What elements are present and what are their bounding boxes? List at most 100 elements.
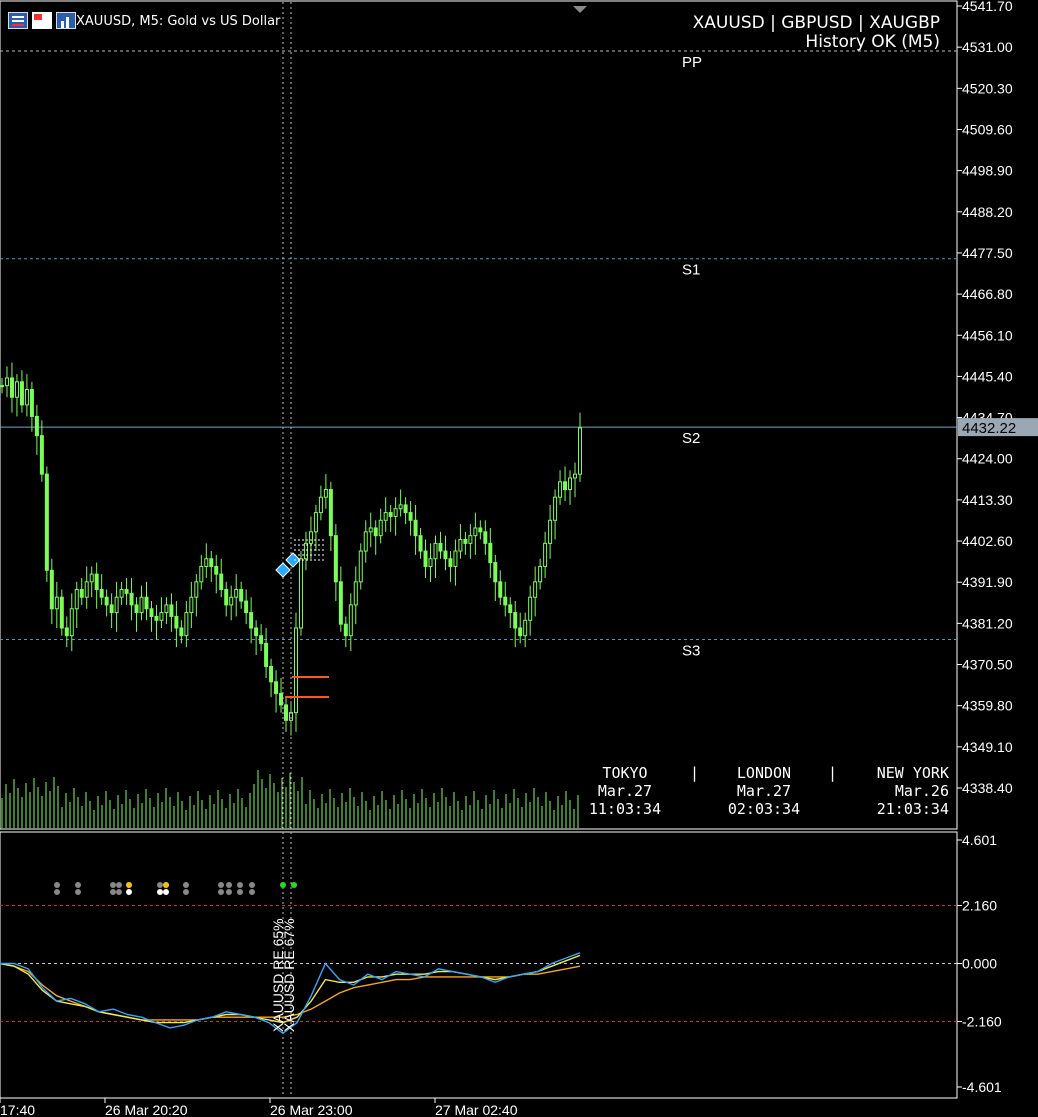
candle-body (189, 596, 194, 614)
candle-body (323, 489, 328, 498)
candle-body (393, 508, 398, 517)
signal-dot (75, 882, 81, 888)
price-tick-label: 4541.70 (962, 0, 1013, 14)
indicator-tick-label: 4.601 (962, 832, 997, 848)
time-tick-label: 26 Mar 23:00 (270, 1102, 353, 1117)
candle-body (4, 377, 9, 387)
time-tick-label: 26 Mar 20:20 (105, 1102, 188, 1117)
candle-body (543, 542, 548, 567)
candle-body (214, 565, 219, 575)
candle-body (403, 504, 408, 514)
candle-body (428, 558, 433, 567)
candle-body (498, 581, 503, 598)
signal-dot (116, 882, 122, 888)
candle-body (139, 596, 144, 614)
candle-body (563, 481, 568, 491)
candle-body (94, 573, 99, 591)
price-tick-label: 4413.30 (962, 492, 1013, 508)
main-pane-frame (0, 0, 958, 830)
indicator-pane-frame (0, 831, 958, 1099)
indicator-lines (0, 952, 581, 1035)
session-separator: | (690, 764, 700, 782)
candle-body (149, 608, 154, 617)
candle-body (408, 512, 413, 521)
session-time: 21:03:34 (876, 800, 949, 818)
session-name: NEW YORK (876, 764, 949, 782)
market-list-icon[interactable] (8, 12, 28, 29)
session-tokyo: TOKYO Mar.27 11:03:34 (580, 764, 670, 818)
price-tick-label: 4338.40 (962, 780, 1013, 796)
candle-body (104, 596, 109, 606)
signal-dots (54, 882, 297, 895)
indicator-tick-label: -2.160 (962, 1013, 1002, 1029)
pivot-lines: PP S1 S2 S3 (0, 50, 957, 660)
candle-body (328, 489, 333, 537)
candle-body (174, 615, 179, 629)
pivot-label: S3 (682, 643, 700, 660)
candle-body (39, 435, 44, 475)
candle-body (119, 589, 124, 598)
price-tick-label: 4349.10 (962, 739, 1013, 755)
signal-dot (249, 889, 255, 895)
chart-flag-icon[interactable] (32, 12, 52, 29)
candle-body (269, 665, 274, 683)
candle-body (54, 596, 59, 610)
current-price-box (958, 418, 1038, 437)
candle-body (239, 589, 244, 602)
candle-body (204, 558, 209, 567)
candle-body (14, 381, 19, 398)
candle-body (458, 539, 463, 552)
candle-body (503, 596, 508, 606)
candle-body (279, 692, 284, 706)
current-price-text: 4432.22 (962, 420, 1016, 437)
candle-body (468, 535, 473, 544)
candles (0, 362, 582, 736)
session-date: Mar.27 (736, 782, 792, 800)
session-date: Mar.26 (894, 782, 949, 800)
order-markers[interactable] (275, 539, 329, 698)
signal-dot (249, 882, 255, 888)
session-london: LONDON Mar.27 02:03:34 (716, 764, 812, 818)
indicator-labels: XAUUSD RE 65%XAUUSD RE 67% (270, 918, 297, 1032)
signal-dot (126, 889, 132, 895)
candle-body (293, 627, 298, 714)
candle-body (134, 604, 139, 614)
time-axis: 17:40 26 Mar 20:20 26 Mar 23:00 27 Mar 02:4… (0, 1098, 518, 1117)
candle-body (89, 573, 94, 583)
price-tick-label: 4424.00 (962, 451, 1013, 467)
indicator-label: XAUUSD RE 65% (270, 918, 286, 1032)
candle-body (538, 565, 543, 583)
bar-chart-icon[interactable] (56, 12, 76, 29)
price-axis: 4541.70 4531.00 4520.30 4509.60 4498.90 4488.… (957, 0, 1013, 796)
candle-body (99, 589, 104, 598)
pivot-label: S2 (682, 430, 700, 447)
candle-body (244, 600, 249, 614)
price-tick-label: 4509.60 (962, 121, 1013, 137)
signal-dot (183, 889, 189, 895)
candle-body (129, 592, 134, 606)
candle-body (363, 531, 368, 552)
candle-body (303, 542, 308, 560)
candle-body (398, 504, 403, 510)
candle-body (353, 581, 358, 606)
indicator-tick-label: 0.000 (962, 956, 997, 972)
time-tick-label: 27 Mar 02:40 (435, 1102, 518, 1117)
candle-body (109, 604, 114, 614)
price-tick-label: 4488.20 (962, 204, 1013, 220)
candle-body (114, 596, 119, 614)
candle-body (49, 569, 54, 610)
candle-body (64, 627, 69, 637)
candle-body (209, 558, 214, 567)
candle-body (274, 681, 279, 694)
indicator-tick-label: -4.601 (962, 1079, 1002, 1095)
signal-dot (280, 882, 286, 888)
buy-arrow-icon (275, 562, 291, 578)
candle-body (224, 589, 229, 606)
candle-body (378, 519, 383, 537)
price-tick-label: 4498.90 (962, 163, 1013, 179)
signal-dot (54, 882, 60, 888)
candle-body (338, 581, 343, 625)
price-tick-label: 4456.10 (962, 327, 1013, 343)
chart-shift-icon[interactable] (573, 6, 587, 13)
